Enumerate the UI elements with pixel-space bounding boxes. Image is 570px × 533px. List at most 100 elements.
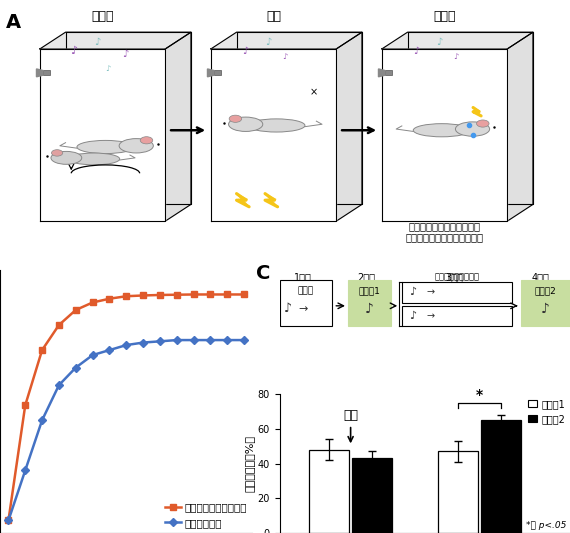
電気ショック [22,467,29,473]
Polygon shape [382,49,507,221]
FancyBboxPatch shape [280,280,332,326]
Ellipse shape [51,150,63,156]
Ellipse shape [248,119,305,132]
電気ショック [224,337,231,343]
Polygon shape [336,32,362,221]
Polygon shape [40,49,165,221]
Polygon shape [265,193,278,207]
電気ショック [190,337,197,343]
Text: ♪: ♪ [123,49,128,59]
Ellipse shape [140,136,153,144]
Polygon shape [378,69,385,77]
Text: ♪: ♪ [453,52,459,61]
Text: ♪: ♪ [94,37,100,47]
Ellipse shape [77,140,134,154]
Text: 4日目: 4日目 [532,272,550,282]
Text: ×: × [310,87,317,97]
より強い電気ショック [140,292,146,298]
Bar [310,450,349,533]
Polygon shape [408,32,533,204]
Text: ♪: ♪ [284,302,292,316]
Ellipse shape [413,124,470,137]
Text: 訓練１: 訓練１ [298,286,314,295]
電気ショック [55,382,62,389]
Polygon shape [36,69,43,77]
Text: ♪: ♪ [409,287,416,297]
Text: ♪: ♪ [409,311,416,321]
Text: 訓練: 訓練 [266,10,281,22]
Text: 2日目: 2日目 [358,272,376,282]
より強い電気ショック [39,347,46,353]
Circle shape [455,122,490,136]
Text: ♪: ♪ [105,63,111,72]
Text: ♪: ♪ [436,37,442,47]
Polygon shape [66,32,191,204]
電気ショック [140,340,146,346]
Line: より強い電気ショック: より強い電気ショック [5,291,247,524]
Circle shape [51,151,82,164]
Bar [481,420,521,533]
Text: ♪: ♪ [413,46,419,56]
Text: テスト: テスト [433,10,456,22]
より強い電気ショック [224,291,231,297]
Bar [352,458,392,533]
Polygon shape [507,32,533,221]
Text: 漸近: 漸近 [343,409,358,442]
Text: A: A [6,13,21,32]
電気ショック [173,337,180,343]
Text: ♪: ♪ [265,37,271,47]
Polygon shape [211,49,336,221]
Polygon shape [382,32,533,49]
Text: テスト2: テスト2 [535,286,556,295]
より強い電気ショック [173,292,180,298]
Polygon shape [40,32,191,49]
電気ショック [157,338,164,344]
Text: ♪: ♪ [541,302,549,316]
より強い電気ショック [106,295,113,302]
Ellipse shape [229,115,242,123]
より強い電気ショック [72,307,79,313]
Text: ♪: ♪ [242,46,248,56]
Text: ♪: ♪ [282,52,288,61]
より強い電気ショック [157,292,164,298]
FancyBboxPatch shape [402,282,512,303]
Text: ♪: ♪ [365,302,374,316]
Text: →: → [299,304,308,314]
より強い電気ショック [89,300,96,306]
Y-axis label: すくみ反応（%）: すくみ反応（%） [245,435,255,492]
FancyBboxPatch shape [402,306,512,326]
電気ショック [123,342,129,348]
Ellipse shape [68,153,120,165]
より強い電気ショック [5,517,12,523]
電気ショック [241,337,247,343]
Legend: テスト1, テスト2: テスト1, テスト2 [528,399,565,424]
Polygon shape [237,193,249,207]
より強い電気ショック [207,291,214,297]
Text: →: → [426,311,434,321]
Bar [43,70,50,75]
Text: C: C [256,264,271,283]
より強い電気ショック [190,291,197,297]
Line: 電気ショック: 電気ショック [6,337,247,523]
Polygon shape [165,32,191,221]
Text: →: → [426,287,434,297]
電気ショック [207,337,214,343]
Polygon shape [211,32,362,49]
より強い電気ショック [55,322,62,328]
Text: 訓練前: 訓練前 [91,10,114,22]
電気ショック [89,352,96,358]
Text: *: * [476,388,483,402]
Bar [214,70,221,75]
Text: テスト1: テスト1 [359,286,381,295]
Text: 1日目: 1日目 [294,272,312,282]
電気ショック [106,347,113,353]
電気ショック [72,365,79,371]
Text: ♪: ♪ [71,46,78,56]
Legend: より強い電気ショック, 電気ショック: より強い電気ショック, 電気ショック [165,503,247,528]
Polygon shape [473,108,481,116]
Circle shape [229,117,263,132]
Text: 「すくみ反応（恐怖反応）」: 「すくみ反応（恐怖反応）」 [406,232,483,243]
Text: 3日目: 3日目 [445,272,463,282]
Polygon shape [237,32,362,204]
FancyBboxPatch shape [348,280,392,326]
